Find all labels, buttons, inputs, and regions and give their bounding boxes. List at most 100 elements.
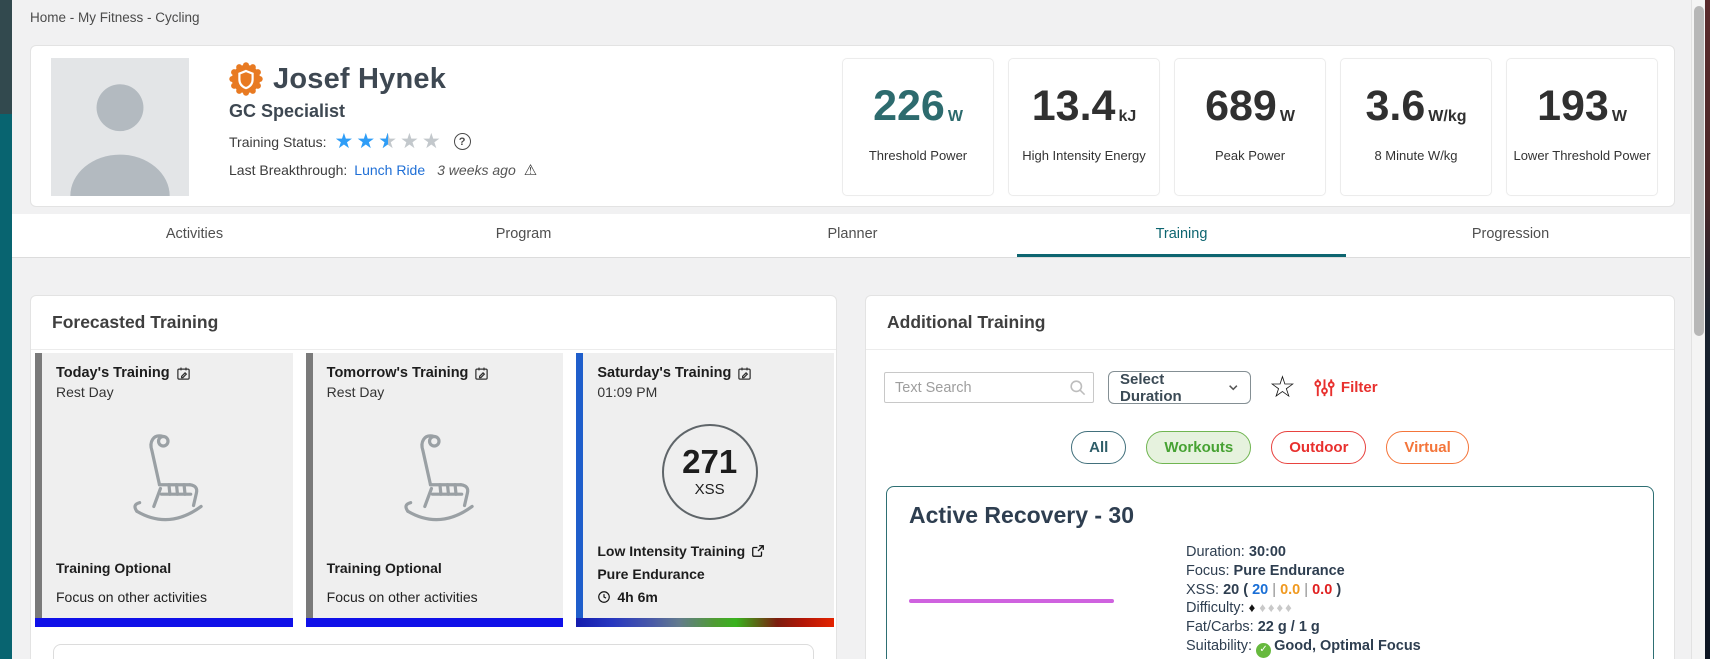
forecast-card-focus-spectrum-bar xyxy=(576,618,835,627)
xss-badge: 271 XSS xyxy=(661,423,758,520)
next-section-peek xyxy=(53,644,814,659)
forecasted-training-title: Forecasted Training xyxy=(31,296,836,350)
workout-title: Active Recovery - 30 xyxy=(909,502,1135,528)
workout-power-line xyxy=(909,599,1114,603)
workout-type-link[interactable]: Low Intensity Training xyxy=(597,543,746,559)
scrollbar-thumb[interactable] xyxy=(1694,6,1704,336)
external-link-icon[interactable] xyxy=(751,544,765,558)
stat-unit: kJ xyxy=(1118,108,1137,125)
calendar-edit-icon[interactable] xyxy=(474,366,489,381)
star-icon: ★ xyxy=(334,130,357,153)
forecast-card-status: Training Optional xyxy=(326,560,442,576)
stat-label: Peak Power xyxy=(1214,148,1286,163)
calendar-edit-icon[interactable] xyxy=(176,366,191,381)
workout-difficulty-row: Difficulty: ♦ ♦♦♦♦ xyxy=(1186,600,1294,617)
forecast-card-saturday: Saturday's Training 01:09 PM 271 XSS Low… xyxy=(576,353,835,627)
forecast-card-time: 01:09 PM xyxy=(597,384,658,400)
stat-label: 8 Minute W/kg xyxy=(1374,148,1458,163)
training-status-stars: ★★★★★★ xyxy=(335,131,444,152)
stat-unit: W xyxy=(1279,108,1295,125)
side-nav-sliver[interactable] xyxy=(0,0,12,659)
forecasted-training-panel: Forecasted Training Today's Training Res… xyxy=(30,295,837,659)
star-icon: ★ xyxy=(421,130,444,153)
pill-workouts[interactable]: Workouts xyxy=(1146,431,1252,464)
last-breakthrough-link[interactable]: Lunch Ride xyxy=(354,162,426,178)
rank-badge-icon xyxy=(229,62,263,96)
difficulty-diamond-filled: ♦ xyxy=(1248,600,1256,616)
stat-unit: W xyxy=(1611,108,1627,125)
xss-value: 271 xyxy=(682,443,738,480)
forecast-card-title: Today's Training xyxy=(56,365,170,381)
stat-peak-power: 689 W Peak Power xyxy=(1174,58,1326,196)
athlete-type: GC Specialist xyxy=(229,101,346,121)
forecast-card-today: Today's Training Rest Day Training Optio… xyxy=(35,353,293,627)
main-tabbar: Activities Program Planner Training Prog… xyxy=(0,214,1690,258)
search-input[interactable] xyxy=(884,372,1094,403)
calendar-edit-icon[interactable] xyxy=(737,366,752,381)
filter-button[interactable]: Filter xyxy=(1313,376,1378,399)
stat-value: 3.6 xyxy=(1365,82,1426,130)
workout-card-active-recovery[interactable]: Active Recovery - 30 Duration: 30:00 Foc… xyxy=(886,486,1654,659)
rocking-chair-icon xyxy=(133,434,204,522)
forecast-card-subtitle: Rest Day xyxy=(56,384,114,400)
additional-training-panel: Additional Training Select Duration ☆ xyxy=(865,295,1675,659)
additional-training-title: Additional Training xyxy=(866,296,1674,350)
forecast-card-note: Focus on other activities xyxy=(56,589,207,605)
workout-fatcarbs-row: Fat/Carbs: 22 g / 1 g xyxy=(1186,619,1320,636)
last-breakthrough-label: Last Breakthrough: xyxy=(229,162,348,178)
check-circle-icon: ✓ xyxy=(1256,642,1272,658)
side-nav-top-segment xyxy=(0,0,12,114)
stat-unit: W xyxy=(947,108,963,125)
tab-progression[interactable]: Progression xyxy=(1471,226,1550,242)
stat-lower-threshold-power: 193 W Lower Threshold Power xyxy=(1506,58,1658,196)
forecast-card-subtitle: Rest Day xyxy=(326,384,385,400)
star-icon: ★ xyxy=(400,130,422,153)
filter-label: Filter xyxy=(1340,379,1378,396)
chevron-down-icon xyxy=(1229,385,1238,391)
stat-threshold-power: 226 W Threshold Power xyxy=(842,58,994,196)
workout-focus-row: Focus: Pure Endurance xyxy=(1186,562,1345,579)
workout-power-chart xyxy=(909,543,1154,658)
favorites-star-icon[interactable]: ☆ xyxy=(1269,370,1296,404)
tab-training[interactable]: Training xyxy=(1017,214,1346,257)
workout-suitability-row: Suitability: ✓ Good, Optimal Focus xyxy=(1186,637,1421,658)
stats-strip: 226 W Threshold Power 13.4 kJ High Intensi… xyxy=(842,58,1658,196)
help-icon[interactable]: ? xyxy=(453,133,471,150)
workout-duration: 4h 6m xyxy=(617,589,658,605)
forecast-card-note: Focus on other activities xyxy=(326,589,478,605)
tab-program[interactable]: Program xyxy=(495,226,552,242)
breadcrumb[interactable]: Home - My Fitness - Cycling xyxy=(30,10,200,25)
avatar xyxy=(51,58,189,196)
stat-value: 193 xyxy=(1537,82,1609,130)
stat-label: Lower Threshold Power xyxy=(1513,148,1651,163)
xss-unit-label: XSS xyxy=(694,481,725,498)
forecast-card-tomorrow: Tomorrow's Training Rest Day Training Op… xyxy=(305,353,564,627)
star-half-icon: ★★ xyxy=(378,130,401,153)
forecast-card-bottom-bar xyxy=(35,618,293,627)
workout-xss-row: XSS: 20 ( 20 | 0.0 | 0.0 ) xyxy=(1186,581,1342,598)
duration-select[interactable]: Select Duration xyxy=(1108,371,1251,405)
forecast-card-status: Training Optional xyxy=(56,560,172,576)
pill-all[interactable]: All xyxy=(1071,431,1127,464)
pill-virtual[interactable]: Virtual xyxy=(1386,431,1469,464)
difficulty-diamonds-empty: ♦♦♦♦ xyxy=(1259,600,1294,616)
warning-icon: ⚠ xyxy=(523,162,538,179)
tab-planner[interactable]: Planner xyxy=(827,226,878,242)
search-icon xyxy=(1070,380,1086,396)
stat-value: 226 xyxy=(873,82,945,130)
stat-label: Threshold Power xyxy=(868,148,968,163)
forecast-card-title: Tomorrow's Training xyxy=(326,365,469,381)
athlete-name: Josef Hynek xyxy=(273,62,447,95)
stat-8min-wkg: 3.6 W/kg 8 Minute W/kg xyxy=(1340,58,1492,196)
forecast-card-bottom-bar xyxy=(305,618,564,627)
clock-icon xyxy=(598,591,611,603)
window-edge xyxy=(1705,0,1710,659)
pill-outdoor[interactable]: Outdoor xyxy=(1271,431,1367,464)
person-silhouette-icon xyxy=(70,84,170,196)
tab-activities[interactable]: Activities xyxy=(165,226,224,242)
workout-duration-row: Duration: 30:00 xyxy=(1186,544,1286,560)
forecast-card-title: Saturday's Training xyxy=(597,365,732,381)
sliders-icon xyxy=(1314,379,1335,397)
last-breakthrough-ago: 3 weeks ago xyxy=(437,162,516,178)
page-scrollbar[interactable] xyxy=(1691,0,1705,659)
